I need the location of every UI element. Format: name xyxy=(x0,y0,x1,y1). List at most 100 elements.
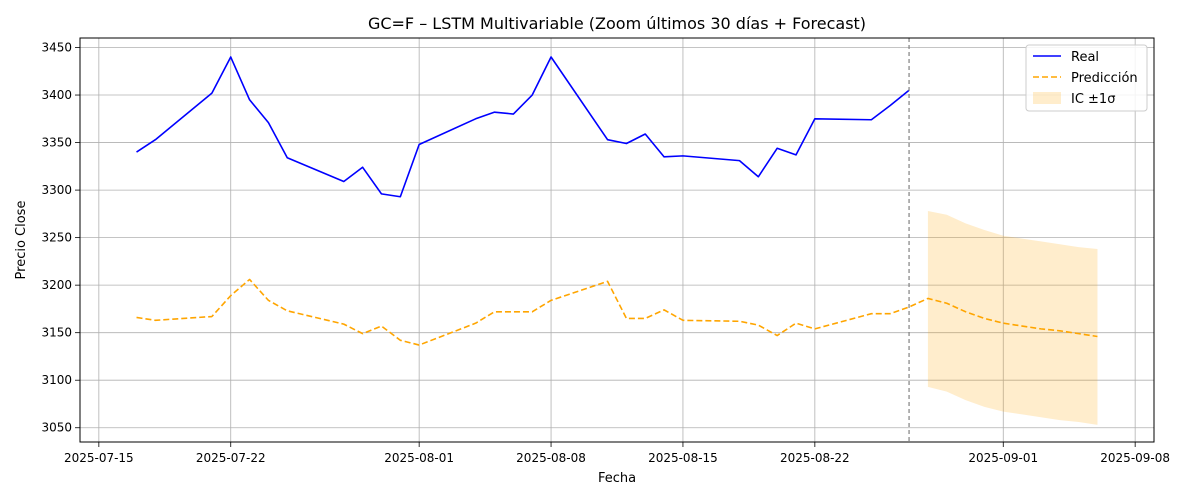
data-point-prediccion xyxy=(211,316,213,318)
data-point-real xyxy=(268,122,270,124)
data-point-prediccion xyxy=(399,339,401,341)
x-tick-label: 2025-08-08 xyxy=(516,451,586,465)
data-point-prediccion xyxy=(136,317,138,319)
x-tick-label: 2025-07-15 xyxy=(64,451,134,465)
data-point-real xyxy=(626,143,628,145)
y-tick-label: 3050 xyxy=(41,421,72,435)
x-tick-label: 2025-08-15 xyxy=(648,451,718,465)
legend-prediccion-label: Predicción xyxy=(1071,71,1138,86)
y-tick-label: 3350 xyxy=(41,136,72,150)
data-point-real xyxy=(663,156,665,158)
data-point-real xyxy=(550,56,552,58)
data-point-prediccion xyxy=(663,309,665,311)
data-point-real xyxy=(286,157,288,159)
data-point-prediccion xyxy=(889,313,891,315)
data-point-prediccion xyxy=(475,322,477,324)
data-point-real xyxy=(418,144,420,146)
data-point-prediccion xyxy=(757,324,759,326)
data-point-prediccion xyxy=(1021,325,1023,327)
legend: Real Predicción IC ±1σ xyxy=(1025,44,1148,112)
data-point-prediccion xyxy=(1097,336,1099,338)
data-point-real xyxy=(494,111,496,113)
x-tick-label: 2025-09-01 xyxy=(968,451,1038,465)
x-tick-label: 2025-08-01 xyxy=(384,451,454,465)
data-point-prediccion xyxy=(739,320,741,322)
data-point-real xyxy=(870,119,872,121)
data-point-prediccion xyxy=(268,299,270,301)
data-point-prediccion xyxy=(550,299,552,301)
y-tick-label: 3150 xyxy=(41,326,72,340)
grid-lines xyxy=(80,38,1154,442)
data-point-prediccion xyxy=(286,310,288,312)
legend-box xyxy=(1025,44,1148,112)
data-point-prediccion xyxy=(814,328,816,330)
data-point-prediccion xyxy=(154,319,156,321)
data-point-real xyxy=(381,193,383,195)
legend-band-label: IC ±1σ xyxy=(1071,92,1115,107)
legend-band-swatch xyxy=(1033,92,1061,104)
data-point-real xyxy=(795,154,797,156)
data-point-prediccion xyxy=(795,322,797,324)
data-point-real xyxy=(475,118,477,120)
x-tick-label: 2025-09-08 xyxy=(1100,451,1170,465)
data-point-prediccion xyxy=(626,318,628,320)
data-point-real xyxy=(362,166,364,168)
data-point-prediccion xyxy=(1059,330,1061,332)
data-point-prediccion xyxy=(230,295,232,297)
series-line-real xyxy=(136,56,910,198)
data-point-real xyxy=(682,155,684,157)
x-tick-label: 2025-08-22 xyxy=(780,451,850,465)
y-axis-label: Precio Close xyxy=(14,201,29,280)
x-tick-label: 2025-07-22 xyxy=(196,451,266,465)
data-point-prediccion xyxy=(607,280,609,282)
data-point-real xyxy=(249,99,251,101)
data-point-real xyxy=(908,89,910,91)
data-point-real xyxy=(757,176,759,178)
legend-real-label: Real xyxy=(1071,50,1099,65)
data-point-prediccion xyxy=(927,298,929,300)
data-point-prediccion xyxy=(512,311,514,313)
data-point-real xyxy=(739,160,741,162)
data-point-prediccion xyxy=(644,318,646,320)
chart-title: GC=F – LSTM Multivariable (Zoom últimos … xyxy=(368,14,866,33)
series-lines xyxy=(136,56,1098,346)
confidence-band-area xyxy=(927,211,1098,425)
data-point-real xyxy=(512,113,514,115)
data-point-real xyxy=(776,147,778,149)
data-point-real xyxy=(136,151,138,153)
data-point-prediccion xyxy=(1040,328,1042,330)
data-point-prediccion xyxy=(870,313,872,315)
axis-ticks: 2025-07-15 2025-07-22 2025-08-01 2025-08-08… xyxy=(41,41,1170,465)
y-tick-label: 3250 xyxy=(41,231,72,245)
data-point-prediccion xyxy=(418,344,420,346)
data-point-prediccion xyxy=(946,302,948,304)
data-point-real xyxy=(154,139,156,141)
x-axis-label: Fecha xyxy=(598,471,636,486)
data-point-prediccion xyxy=(494,311,496,313)
y-tick-label: 3300 xyxy=(41,183,72,197)
data-point-prediccion xyxy=(908,306,910,308)
data-point-prediccion xyxy=(362,333,364,335)
data-point-prediccion xyxy=(381,325,383,327)
data-point-real xyxy=(814,118,816,120)
data-point-prediccion xyxy=(1078,333,1080,335)
y-tick-label: 3100 xyxy=(41,373,72,387)
data-point-prediccion xyxy=(776,335,778,337)
data-point-prediccion xyxy=(531,311,533,313)
data-point-real xyxy=(531,94,533,96)
series-line-prediccion xyxy=(136,278,1098,346)
data-point-real xyxy=(889,105,891,107)
data-point-prediccion xyxy=(682,319,684,321)
data-point-real xyxy=(644,133,646,135)
data-point-prediccion xyxy=(249,279,251,281)
data-point-real xyxy=(607,139,609,141)
y-tick-label: 3450 xyxy=(41,41,72,55)
data-point-prediccion xyxy=(1002,322,1004,324)
plot-frame xyxy=(79,37,1155,443)
data-point-real xyxy=(211,92,213,94)
y-tick-label: 3200 xyxy=(41,278,72,292)
data-point-real xyxy=(230,56,232,58)
